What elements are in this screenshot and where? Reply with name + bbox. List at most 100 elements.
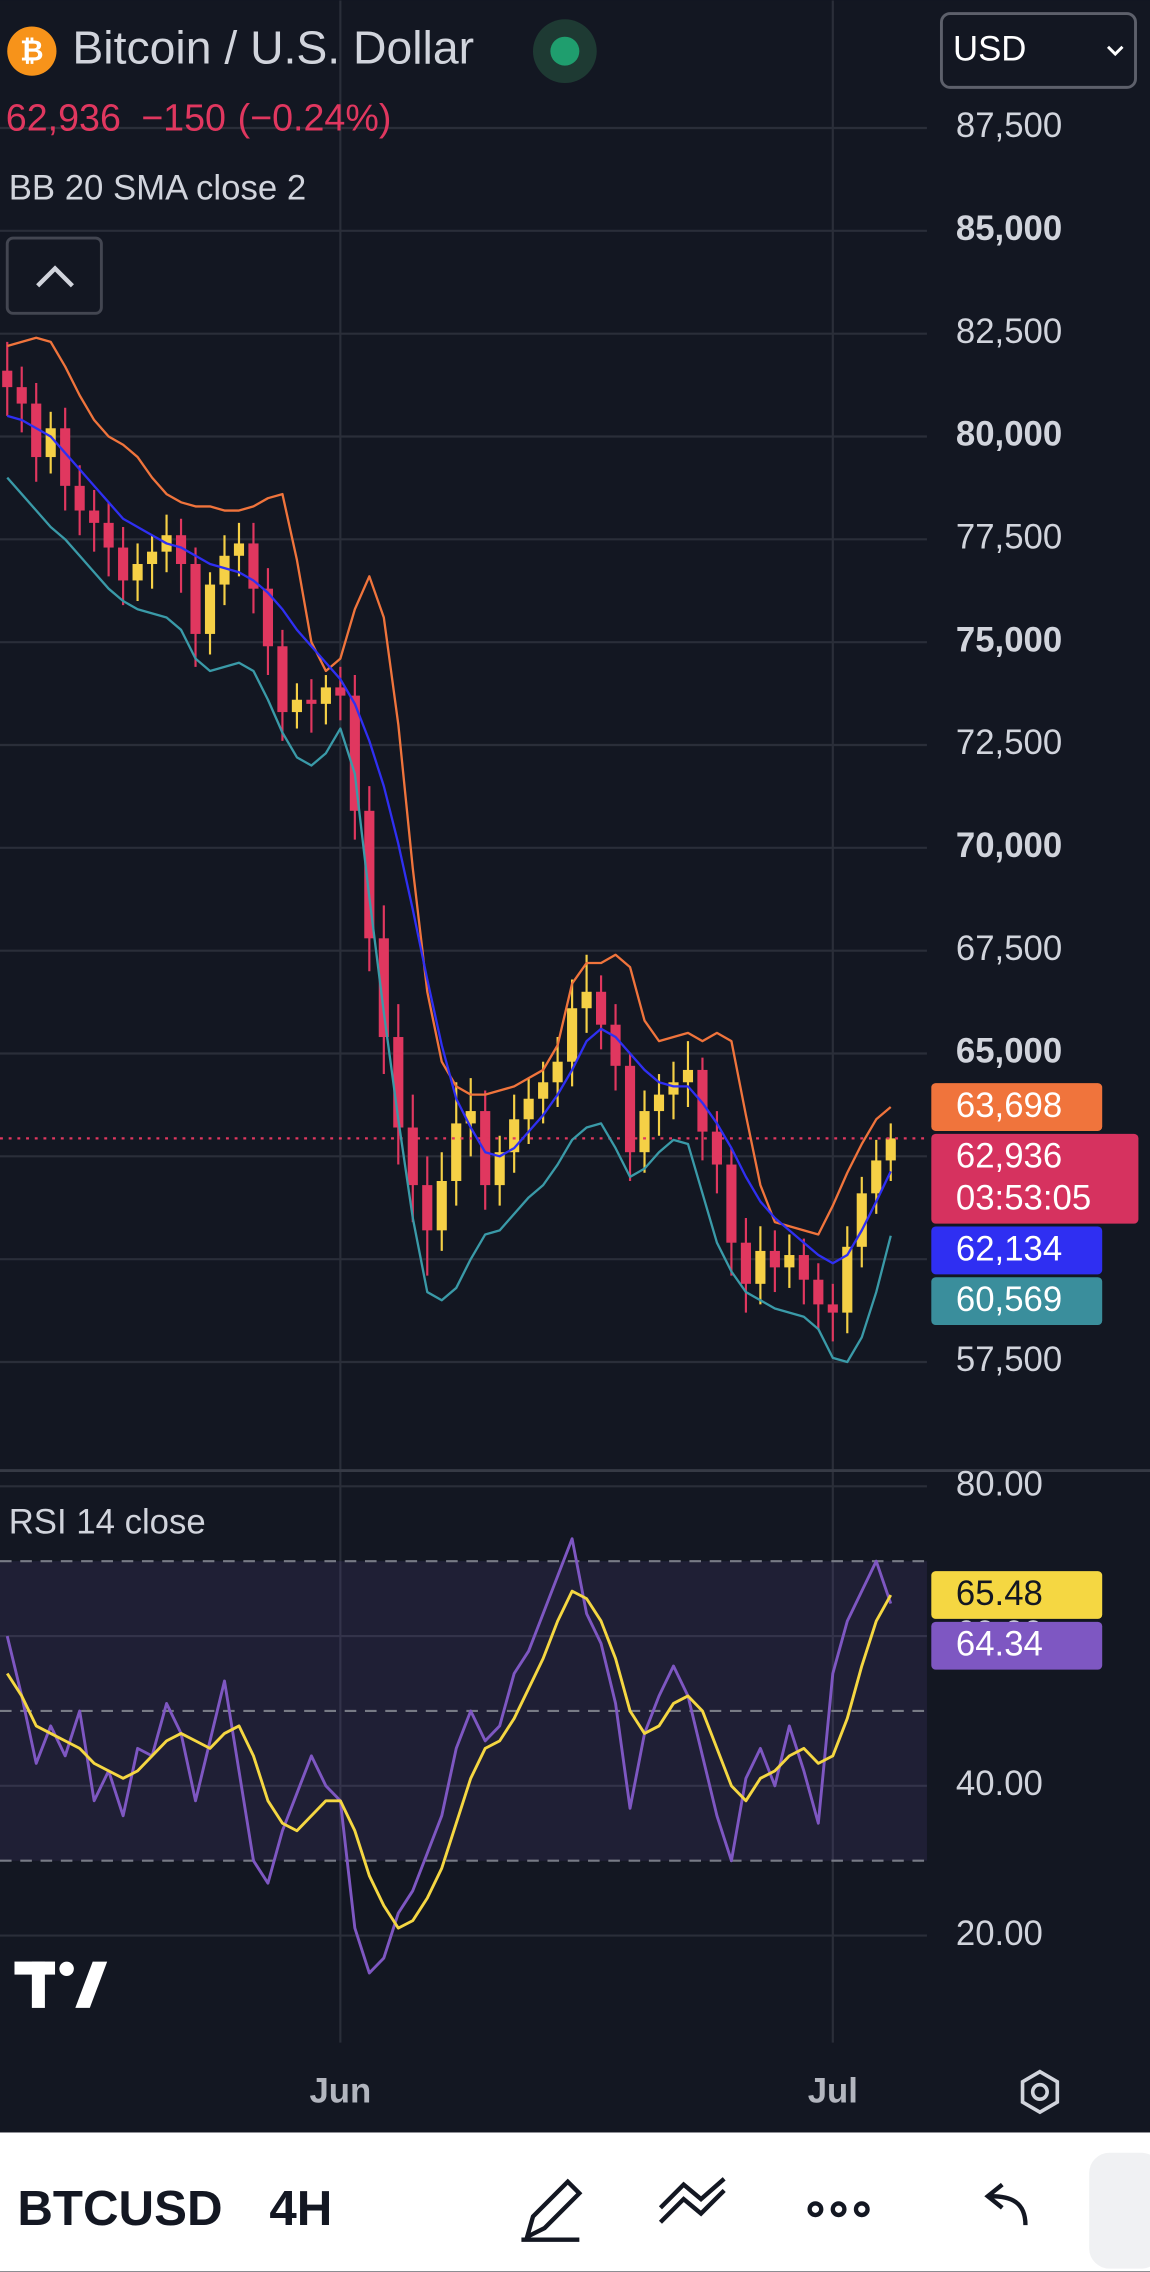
logo-slash [75, 1961, 108, 2008]
candle-body [668, 1082, 679, 1095]
candle-body [306, 699, 317, 704]
candle-body [262, 588, 274, 647]
candle-body [60, 428, 71, 486]
y-tick-label: 77,500 [956, 519, 1062, 557]
logo-dot [59, 1961, 74, 1977]
collapse-button[interactable] [5, 236, 103, 315]
candle-body [175, 535, 187, 565]
toolbar-icons [521, 2177, 1028, 2242]
series-line [6, 1589, 893, 1930]
candle-body [436, 1180, 447, 1231]
trend-tool[interactable] [658, 2177, 726, 2224]
series-line [5, 1537, 893, 1975]
candle-body [653, 1094, 665, 1112]
badge-label: 62,134 [956, 1230, 1062, 1268]
y-tick-label: 75,000 [956, 621, 1062, 659]
candle-body [320, 687, 331, 704]
candle-body [393, 1037, 404, 1128]
price-badge [931, 1621, 1103, 1670]
candle-body [769, 1250, 780, 1268]
candle-body [480, 1111, 491, 1186]
marks-layer [0, 336, 927, 1975]
toolbar-interval[interactable]: 4H [269, 2181, 332, 2236]
settings-dot [1030, 2082, 1049, 2101]
candle-body [827, 1304, 838, 1313]
change-percent: (−0.24%) [238, 97, 392, 139]
candle-body [624, 1065, 636, 1153]
coin-glyph: ₿ [20, 35, 44, 67]
candle-body [190, 564, 201, 634]
candle-body [16, 387, 27, 404]
candle-body [74, 485, 85, 511]
candle-body [451, 1123, 462, 1181]
currency-select[interactable] [939, 12, 1137, 89]
candle-body [118, 547, 129, 581]
undo-button[interactable] [984, 2182, 1028, 2226]
logo [14, 1961, 108, 2008]
more-dot[interactable] [807, 2201, 824, 2218]
y-tick-label: 65,000 [956, 1033, 1062, 1071]
x-tick-label: Jul [808, 2073, 858, 2111]
candle-body [2, 370, 13, 388]
labels-layer: JunJul57,50060,00062,50065,00067,50070,0… [309, 107, 1139, 2111]
candle-body [610, 1024, 621, 1066]
candle-body [378, 938, 389, 1038]
candle-body [798, 1255, 809, 1280]
y-tick-label: 87,500 [956, 107, 1062, 145]
badge-label: 60,569 [956, 1281, 1062, 1319]
candle-body [45, 428, 56, 458]
candle-body [248, 543, 259, 589]
candle-body [103, 522, 114, 548]
candle-body [407, 1127, 418, 1186]
symbol-name: Bitcoin / U.S. Dollar [72, 21, 474, 73]
candle-body [871, 1160, 882, 1194]
indicator-legend: BB 20 SMA close 2 [9, 169, 306, 207]
y-tick-label: 80.00 [956, 1465, 1043, 1503]
price-line: 62,936 −150 (−0.24%) [6, 97, 392, 139]
rsi-band [0, 1561, 927, 1861]
y-tick-label: 20.00 [956, 1915, 1043, 1953]
price-badge [931, 1226, 1103, 1275]
side-button[interactable] [1089, 2152, 1150, 2269]
candle-body [31, 403, 42, 458]
dropdown-arrow [1106, 45, 1124, 57]
settings-button[interactable] [1020, 2069, 1060, 2115]
badge-label: 63,698 [956, 1087, 1062, 1125]
y-tick-label: 40.00 [956, 1765, 1043, 1803]
candle-body [277, 646, 288, 713]
candle-body [465, 1111, 476, 1124]
candle-body [784, 1255, 795, 1268]
candle-body [523, 1098, 534, 1120]
badge-label: 65.48 [956, 1575, 1043, 1613]
y-tick-label: 85,000 [956, 210, 1062, 248]
change: −150 [141, 97, 226, 139]
candle-body [552, 1061, 563, 1083]
candle-body [204, 584, 216, 634]
candle-body [538, 1082, 549, 1099]
badge-label: 64.34 [956, 1626, 1043, 1664]
candle-body [233, 543, 245, 556]
more-dot [853, 2201, 870, 2218]
candle-body [740, 1242, 751, 1284]
candle-body [89, 510, 100, 523]
logo-stem [31, 1961, 45, 2008]
y-tick-label: 70,000 [956, 827, 1062, 865]
badge-countdown: 03:53:05 [956, 1180, 1091, 1218]
currency: USD [953, 30, 1026, 68]
draw-tool[interactable] [521, 2178, 583, 2242]
y-tick-label: 57,500 [956, 1341, 1062, 1379]
last-price: 62,936 [6, 97, 121, 139]
candle-body [335, 687, 346, 696]
candle-body [364, 810, 375, 939]
candle-body [596, 991, 607, 1025]
candle-body [567, 1008, 578, 1062]
candle-body [639, 1111, 650, 1153]
candle-body [711, 1131, 723, 1165]
y-tick-label: 82,500 [956, 313, 1062, 351]
toolbar-symbol[interactable]: BTCUSD [17, 2181, 222, 2236]
candle-body [697, 1069, 708, 1132]
more-dot [830, 2201, 847, 2218]
x-tick-label: Jun [309, 2073, 371, 2111]
